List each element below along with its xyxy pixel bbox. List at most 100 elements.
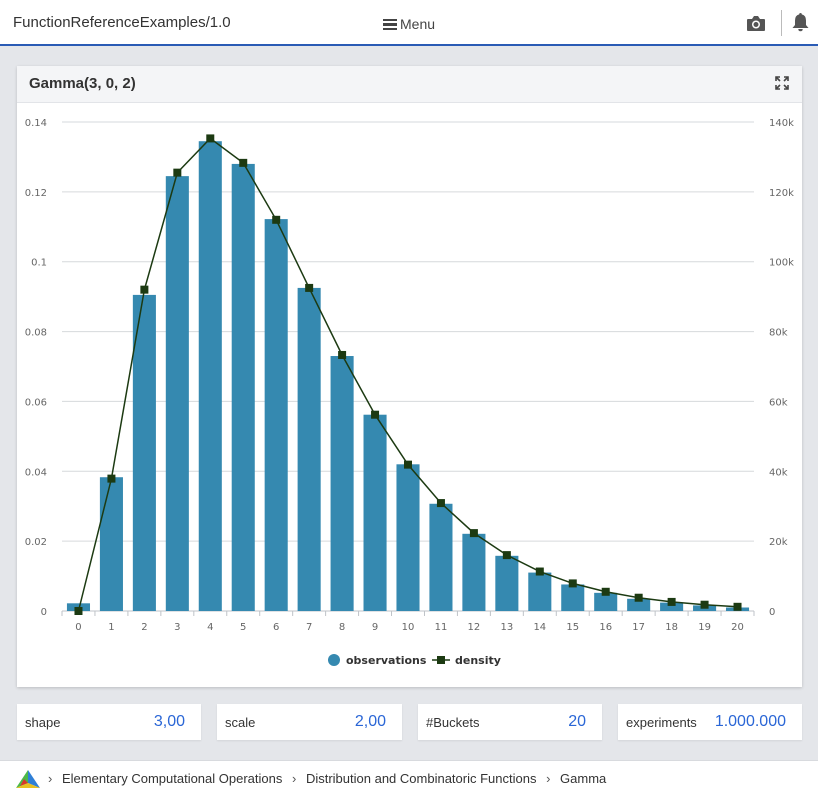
panel-header: Gamma(3, 0, 2): [17, 66, 802, 103]
bar-observations: [528, 572, 552, 611]
app-title: FunctionReferenceExamples/1.0: [13, 14, 231, 31]
x-tick-label: 14: [533, 622, 546, 633]
bell-icon[interactable]: [791, 12, 810, 32]
point-density: [404, 460, 412, 469]
y-right-tick-label: 80k: [769, 328, 788, 339]
x-tick-label: 12: [468, 622, 481, 633]
param-value[interactable]: 20: [568, 713, 586, 730]
x-tick-label: 19: [698, 622, 711, 633]
x-tick-label: 0: [75, 622, 81, 633]
y-right-tick-label: 0: [769, 607, 775, 618]
x-tick-label: 7: [306, 622, 312, 633]
bar-observations: [330, 356, 354, 611]
param-experiments[interactable]: experiments 1.000.000: [618, 704, 802, 740]
param-scale[interactable]: scale 2,00: [217, 704, 402, 740]
y-left-tick-label: 0.14: [25, 118, 47, 129]
top-bar: FunctionReferenceExamples/1.0 Menu: [0, 0, 818, 46]
x-tick-label: 13: [500, 622, 513, 633]
bar-observations: [429, 503, 453, 611]
point-density: [502, 551, 511, 560]
expand-icon[interactable]: [775, 76, 789, 90]
chevron-right-icon: ›: [48, 771, 53, 786]
footer-breadcrumb-bar: › Elementary Computational Operations › …: [0, 760, 818, 797]
y-right-tick-label: 20k: [769, 537, 788, 548]
x-tick-label: 18: [665, 622, 678, 633]
bar-observations: [660, 602, 684, 611]
y-right-tick-label: 140k: [769, 118, 794, 129]
point-density: [338, 350, 347, 359]
point-density: [206, 134, 215, 143]
param-shape[interactable]: shape 3,00: [17, 704, 201, 740]
param-buckets[interactable]: #Buckets 20: [418, 704, 602, 740]
breadcrumb-item[interactable]: Distribution and Combinatoric Functions: [305, 771, 537, 786]
gamma-chart: 0 0 0.02 20k 0.04 40k 0.06 60k 0.08 80k 0.1 100k 0.1…: [25, 118, 794, 667]
point-density: [469, 529, 478, 538]
param-value[interactable]: 3,00: [153, 713, 185, 730]
legend-label-observations: observations: [346, 654, 427, 667]
bar-observations: [264, 219, 288, 611]
y-left-tick-label: 0.1: [31, 258, 47, 269]
x-tick-label: 9: [372, 622, 378, 633]
point-density: [305, 283, 314, 292]
point-density: [173, 168, 182, 177]
y-left-tick-label: 0.08: [25, 328, 47, 339]
x-tick-label: 6: [273, 622, 279, 633]
point-density: [601, 587, 610, 596]
param-label: shape: [25, 715, 61, 730]
bar-observations: [594, 592, 618, 611]
bar-observations: [198, 141, 222, 611]
breadcrumb-item[interactable]: Gamma: [560, 771, 607, 786]
chevron-right-icon: ›: [291, 771, 297, 786]
point-density: [634, 593, 643, 602]
point-density: [74, 607, 83, 615]
bar-observations: [396, 464, 420, 611]
bar-observations: [99, 477, 123, 611]
x-tick-label: 20: [731, 622, 744, 633]
point-density: [371, 410, 380, 419]
point-density: [700, 600, 709, 609]
bar-observations: [165, 176, 189, 611]
y-left-tick-label: 0.02: [25, 537, 47, 548]
param-label: scale: [225, 715, 256, 730]
point-density: [733, 602, 742, 611]
camera-icon[interactable]: [746, 14, 766, 32]
legend-marker-observations: [328, 654, 340, 666]
y-right-tick-label: 40k: [769, 467, 788, 478]
y-left-tick-label: 0.06: [25, 397, 47, 408]
param-value[interactable]: 1.000.000: [714, 713, 786, 730]
x-tick-label: 2: [141, 622, 147, 633]
top-divider: [781, 10, 782, 36]
x-tick-label: 8: [339, 622, 345, 633]
param-label: experiments: [626, 715, 697, 730]
x-tick-label: 15: [566, 622, 579, 633]
bar-observations: [297, 287, 321, 611]
app-logo-icon[interactable]: [15, 769, 41, 789]
point-density: [568, 579, 577, 588]
x-tick-label: 10: [402, 622, 415, 633]
bar-observations: [561, 584, 585, 611]
point-density: [667, 597, 676, 606]
point-density: [140, 285, 149, 294]
bar-observations: [363, 414, 387, 611]
bars-icon: [383, 18, 397, 30]
menu-button[interactable]: Menu: [383, 16, 435, 32]
x-tick-label: 5: [240, 622, 246, 633]
chart-panel: Gamma(3, 0, 2) 0 0 0.02 20k 0.04 40k 0.06 60k 0.…: [17, 66, 802, 687]
y-left-tick-label: 0.04: [25, 467, 47, 478]
param-value[interactable]: 2,00: [354, 713, 386, 730]
point-density: [272, 215, 281, 224]
panel-title: Gamma(3, 0, 2): [29, 75, 136, 92]
y-left-tick-label: 0.12: [25, 188, 47, 199]
bar-observations: [495, 555, 519, 611]
menu-label: Menu: [400, 16, 436, 32]
legend-label-density: density: [455, 654, 501, 667]
y-right-tick-label: 120k: [769, 188, 794, 199]
x-tick-label: 17: [632, 622, 645, 633]
x-tick-label: 16: [599, 622, 612, 633]
x-tick-label: 4: [207, 622, 213, 633]
param-label: #Buckets: [426, 715, 480, 730]
breadcrumb: › Elementary Computational Operations › …: [48, 771, 612, 786]
breadcrumb-item[interactable]: Elementary Computational Operations: [61, 771, 283, 786]
y-right-tick-label: 60k: [769, 397, 788, 408]
bar-observations: [132, 294, 156, 611]
